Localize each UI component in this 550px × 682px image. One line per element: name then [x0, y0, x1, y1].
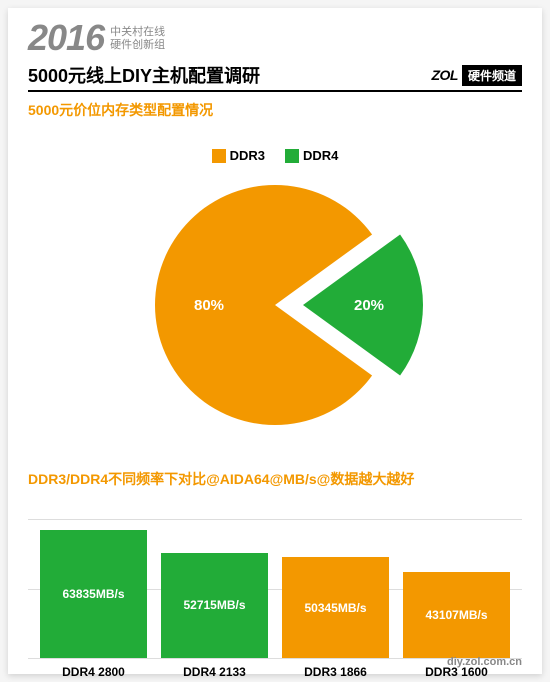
header-top: 2016 中关村在线 硬件创新组	[28, 20, 522, 56]
pie-chart: 80% 20%	[28, 175, 522, 435]
pie-svg: 80% 20%	[30, 175, 520, 435]
pie-slice-label: 20%	[354, 297, 384, 314]
bar-chart: 63835MB/s52715MB/s50345MB/s43107MB/s	[28, 519, 522, 659]
pie-slice-label: 80%	[194, 297, 224, 314]
legend-label: DDR3	[230, 148, 265, 163]
year: 2016	[28, 20, 104, 56]
sublabel-line2: 硬件创新组	[110, 39, 165, 52]
bar-category-label: DDR4 2133	[161, 665, 268, 679]
bar: 63835MB/s	[40, 530, 147, 658]
bar: 52715MB/s	[161, 553, 268, 658]
brand-tag: 硬件频道	[462, 65, 522, 86]
legend-item-ddr4: DDR4	[285, 148, 338, 163]
bar-category-label: DDR4 2800	[40, 665, 147, 679]
footer-url: diy.zol.com.cn	[447, 656, 522, 668]
bar-value-label: 63835MB/s	[40, 530, 147, 658]
bar-category-label: DDR3 1866	[282, 665, 389, 679]
pie-legend: DDR3 DDR4	[28, 148, 522, 163]
legend-item-ddr3: DDR3	[212, 148, 265, 163]
title-row: 5000元线上DIY主机配置调研 ZOL 硬件频道	[28, 62, 522, 92]
card: 2016 中关村在线 硬件创新组 5000元线上DIY主机配置调研 ZOL 硬件…	[8, 8, 542, 674]
header-sublabel: 中关村在线 硬件创新组	[110, 26, 165, 56]
legend-swatch	[285, 149, 299, 163]
bar-title: DDR3/DDR4不同频率下对比@AIDA64@MB/s@数据越大越好	[28, 469, 522, 489]
brand-zol: ZOL	[431, 67, 458, 83]
bar-value-label: 43107MB/s	[403, 572, 510, 658]
legend-label: DDR4	[303, 148, 338, 163]
bar-value-label: 52715MB/s	[161, 553, 268, 658]
bar: 50345MB/s	[282, 557, 389, 658]
bar: 43107MB/s	[403, 572, 510, 658]
sublabel-line1: 中关村在线	[110, 26, 165, 39]
legend-swatch	[212, 149, 226, 163]
page-title: 5000元线上DIY主机配置调研	[28, 62, 260, 88]
bar-value-label: 50345MB/s	[282, 557, 389, 658]
brand: ZOL 硬件频道	[431, 65, 522, 86]
pie-subtitle: 5000元价位内存类型配置情况	[28, 100, 522, 120]
